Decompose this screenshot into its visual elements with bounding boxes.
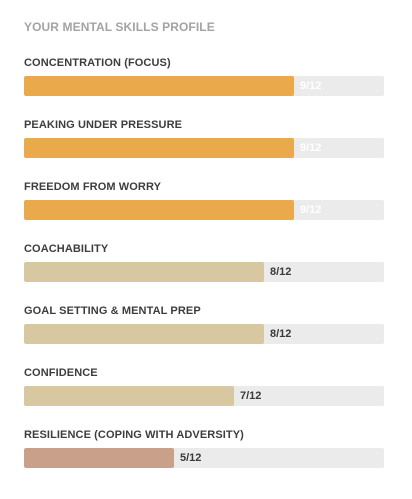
- skill-bar-fill: [24, 262, 264, 282]
- skill-score: 9/12: [300, 204, 322, 216]
- skill-row-peaking-under-pressure: PEAKING UNDER PRESSURE 9/12: [24, 119, 384, 181]
- skill-score: 8/12: [270, 266, 292, 278]
- skill-score: 9/12: [300, 142, 322, 154]
- skill-bar-track: 8/12: [24, 324, 384, 344]
- skill-bar-fill: [24, 386, 234, 406]
- skill-label: PEAKING UNDER PRESSURE: [24, 119, 183, 131]
- skill-bar-track: 8/12: [24, 262, 384, 282]
- skill-bar-track: 7/12: [24, 386, 384, 406]
- skill-row-concentration: CONCENTRATION (FOCUS) 9/12: [24, 57, 384, 119]
- skill-score: 9/12: [300, 80, 322, 92]
- skill-row-goal-setting: GOAL SETTING & MENTAL PREP 8/12: [24, 305, 384, 367]
- skill-bar-track: 5/12: [24, 448, 384, 468]
- skill-bar-fill: [24, 138, 294, 158]
- skill-label: CONFIDENCE: [24, 367, 98, 379]
- skill-bar-fill: [24, 324, 264, 344]
- skill-score: 8/12: [270, 328, 292, 340]
- skill-bar-fill: [24, 448, 174, 468]
- skill-row-resilience: RESILIENCE (COPING WITH ADVERSITY) 5/12: [24, 429, 384, 491]
- skill-bar-track: 9/12: [24, 76, 384, 96]
- skill-score: 7/12: [240, 390, 262, 402]
- skill-row-coachability: COACHABILITY 8/12: [24, 243, 384, 305]
- skill-label: CONCENTRATION (FOCUS): [24, 57, 171, 69]
- skill-score: 5/12: [180, 452, 202, 464]
- skill-label: RESILIENCE (COPING WITH ADVERSITY): [24, 429, 244, 441]
- skill-label: COACHABILITY: [24, 243, 109, 255]
- skill-label: FREEDOM FROM WORRY: [24, 181, 162, 193]
- skill-label: GOAL SETTING & MENTAL PREP: [24, 305, 201, 317]
- skill-bar-track: 9/12: [24, 200, 384, 220]
- skill-bar-fill: [24, 76, 294, 96]
- profile-title: YOUR MENTAL SKILLS PROFILE: [24, 20, 215, 34]
- skill-row-freedom-from-worry: FREEDOM FROM WORRY 9/12: [24, 181, 384, 243]
- skill-bar-fill: [24, 200, 294, 220]
- skill-bar-track: 9/12: [24, 138, 384, 158]
- skill-row-confidence: CONFIDENCE 7/12: [24, 367, 384, 429]
